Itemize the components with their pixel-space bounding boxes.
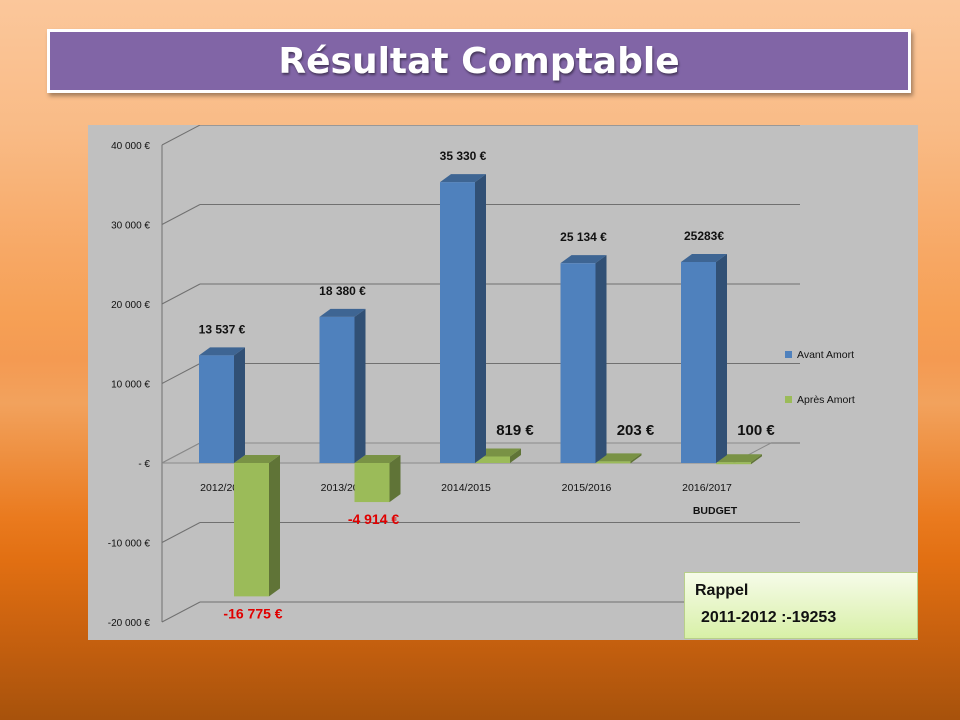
data-label-avant-amort: 25283€: [684, 229, 724, 243]
y-tick-label: 40 000 €: [111, 141, 150, 152]
legend-label: Après Amort: [797, 394, 855, 406]
bar-apres-amort-side: [269, 455, 280, 597]
gridline-side: [161, 204, 201, 225]
bar-avant-amort: [560, 263, 596, 463]
bar-avant-amort-top: [681, 254, 727, 263]
gridline-side: [161, 363, 201, 384]
rappel-box: Rappel 2011-2012 :-19253: [684, 572, 918, 639]
y-tick-label: -20 000 €: [108, 618, 151, 629]
bar-apres-amort: [354, 463, 390, 503]
x-tick-label: 2015/2016: [562, 482, 612, 494]
bar-avant-amort-top: [560, 255, 607, 264]
gridline-side: [161, 601, 201, 623]
bar-apres-amort-top: [234, 455, 280, 463]
gridline-side: [161, 125, 201, 146]
gridline-side: [161, 522, 201, 543]
bar-avant-amort-top: [319, 308, 366, 317]
data-label-apres-amort: -4 914 €: [348, 511, 400, 527]
bar-apres-amort: [234, 463, 269, 597]
bar-avant-amort-side: [234, 347, 245, 463]
y-tick-label: 30 000 €: [111, 221, 150, 232]
data-label-avant-amort: 35 330 €: [440, 149, 487, 163]
bar-apres-amort-top: [475, 448, 521, 457]
bar-apres-amort-side: [510, 448, 521, 463]
data-label-apres-amort: 203 €: [617, 422, 655, 439]
bar-avant-amort: [681, 262, 716, 463]
data-label-apres-amort: -16 775 €: [223, 605, 282, 621]
budget-label: BUDGET: [693, 505, 738, 517]
rappel-title: Rappel: [695, 582, 749, 599]
bar-chart: 40 000 € 30 000 € 20 000 € 10 000 € - € -10 0…: [108, 125, 855, 629]
slide-title-banner: Résultat Comptable: [47, 29, 911, 93]
data-label-apres-amort: 819 €: [496, 422, 534, 439]
data-label-avant-amort: 25 134 €: [560, 230, 607, 244]
bar-apres-amort-top: [595, 453, 642, 462]
slide-title: Résultat Comptable: [278, 40, 680, 82]
legend-label: Avant Amort: [797, 349, 854, 361]
bar-avant-amort: [440, 182, 475, 463]
bar-avant-amort-side: [595, 255, 607, 463]
bar-apres-amort: [475, 456, 510, 463]
x-tick-label: 2014/2015: [441, 482, 491, 494]
data-label-apres-amort: 100 €: [737, 422, 775, 439]
rappel-text: 2011-2012 :-19253: [701, 609, 837, 626]
bar-avant-amort-side: [475, 174, 486, 463]
x-tick-label: 2016/2017: [682, 482, 732, 494]
y-tick-label: -10 000 €: [108, 539, 151, 550]
bar-apres-amort-side: [630, 453, 642, 464]
data-label-avant-amort: 13 537 €: [199, 322, 246, 336]
bar-apres-amort-side: [751, 454, 762, 465]
bar-avant-amort-top: [440, 174, 486, 183]
y-tick-label: - €: [138, 459, 150, 470]
bar-apres-amort-top: [716, 454, 762, 463]
gridline-side: [161, 283, 201, 305]
bar-apres-amort: [716, 462, 751, 465]
y-tick-label: 10 000 €: [111, 380, 150, 391]
data-label-avant-amort: 18 380 €: [319, 284, 366, 298]
bar-apres-amort: [595, 461, 631, 464]
chart-panel: 40 000 € 30 000 € 20 000 € 10 000 € - € -10 0…: [88, 125, 918, 640]
legend-swatch: [785, 351, 792, 358]
bar-apres-amort-top: [354, 455, 401, 463]
bar-apres-amort-side: [389, 455, 401, 503]
legend-swatch: [785, 396, 792, 403]
bar-avant-amort-top: [199, 347, 245, 356]
bar-avant-amort-side: [716, 254, 727, 463]
bar-avant-amort: [199, 355, 234, 463]
y-tick-label: 20 000 €: [111, 300, 150, 311]
bar-avant-amort-side: [354, 308, 366, 463]
bar-avant-amort: [319, 316, 355, 463]
